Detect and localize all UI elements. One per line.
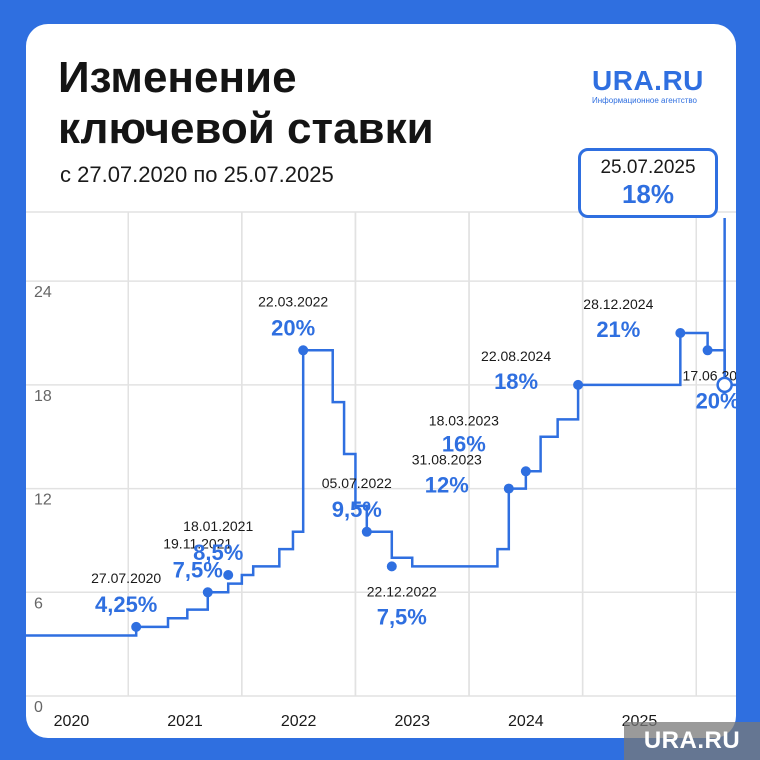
data-point [520, 466, 531, 477]
callout-value: 18% [621, 179, 675, 209]
y-tick-label: 6 [34, 595, 43, 612]
data-label-value: 12% [425, 473, 469, 498]
data-label-value: 7,5% [173, 557, 223, 582]
logo-sub-text: Информационное агентство [592, 96, 697, 105]
chart-title: Изменение ключевой ставки [58, 53, 434, 153]
data-label-date: 22.03.2022 [258, 293, 328, 309]
data-label-date: 27.07.2020 [91, 570, 161, 586]
data-label-date: 22.08.2024 [481, 348, 551, 364]
data-label-value: 16% [442, 431, 486, 456]
data-label-date: 19.11.2021 [163, 535, 232, 551]
data-point [503, 483, 514, 494]
y-tick-label: 12 [34, 492, 52, 509]
data-label-date: 22.12.2022 [367, 583, 437, 599]
y-tick-label: 18 [34, 388, 52, 405]
data-point [202, 587, 213, 598]
x-tick-label: 2024 [508, 713, 544, 730]
rate-series-line [26, 331, 736, 637]
x-tick-label: 2021 [167, 713, 203, 730]
y-tick-label: 0 [34, 699, 43, 716]
x-tick-label: 2022 [281, 713, 317, 730]
final-data-point [716, 376, 733, 394]
data-point [573, 379, 584, 390]
data-label-date: 18.01.2021 [183, 518, 253, 534]
callout-date: 25.07.2025 [600, 157, 696, 178]
data-label-value: 9,5% [332, 497, 382, 522]
data-label-value: 20% [271, 315, 315, 340]
data-point [702, 345, 713, 356]
data-point [675, 328, 686, 338]
data-label-date: 28.12.2024 [583, 296, 653, 312]
data-label-value: 21% [596, 317, 640, 342]
data-label-value: 4,25% [95, 592, 157, 617]
data-point [361, 526, 372, 537]
data-point [223, 570, 234, 580]
x-tick-label: 2023 [394, 713, 430, 730]
data-label-date: 31.08.2023 [412, 452, 482, 468]
key-rate-chart: 0612182420202021202220232024202527.07.20… [26, 211, 736, 730]
ura-logo: URA.RU Информационное агентство [592, 66, 704, 106]
chart-card: Изменение ключевой ставки с 27.07.2020 п… [26, 24, 736, 738]
latest-rate-callout: 25.07.2025 18% [578, 148, 718, 218]
data-point [131, 621, 142, 632]
data-point [386, 561, 397, 572]
chart-subtitle: с 27.07.2020 по 25.07.2025 [60, 162, 334, 187]
data-label-value: 20% [696, 388, 736, 413]
data-point [298, 345, 309, 356]
y-tick-label: 24 [34, 284, 52, 301]
logo-main-text: URA.RU [592, 65, 704, 96]
x-tick-label: 2020 [54, 713, 90, 730]
data-label-value: 18% [494, 369, 538, 394]
data-label-value: 8,5% [193, 540, 243, 565]
data-label-value: 7,5% [377, 604, 427, 629]
data-label-date: 18.03.2023 [429, 412, 499, 428]
data-label-date: 05.07.2022 [322, 475, 392, 491]
watermark: URA.RU [624, 722, 760, 760]
